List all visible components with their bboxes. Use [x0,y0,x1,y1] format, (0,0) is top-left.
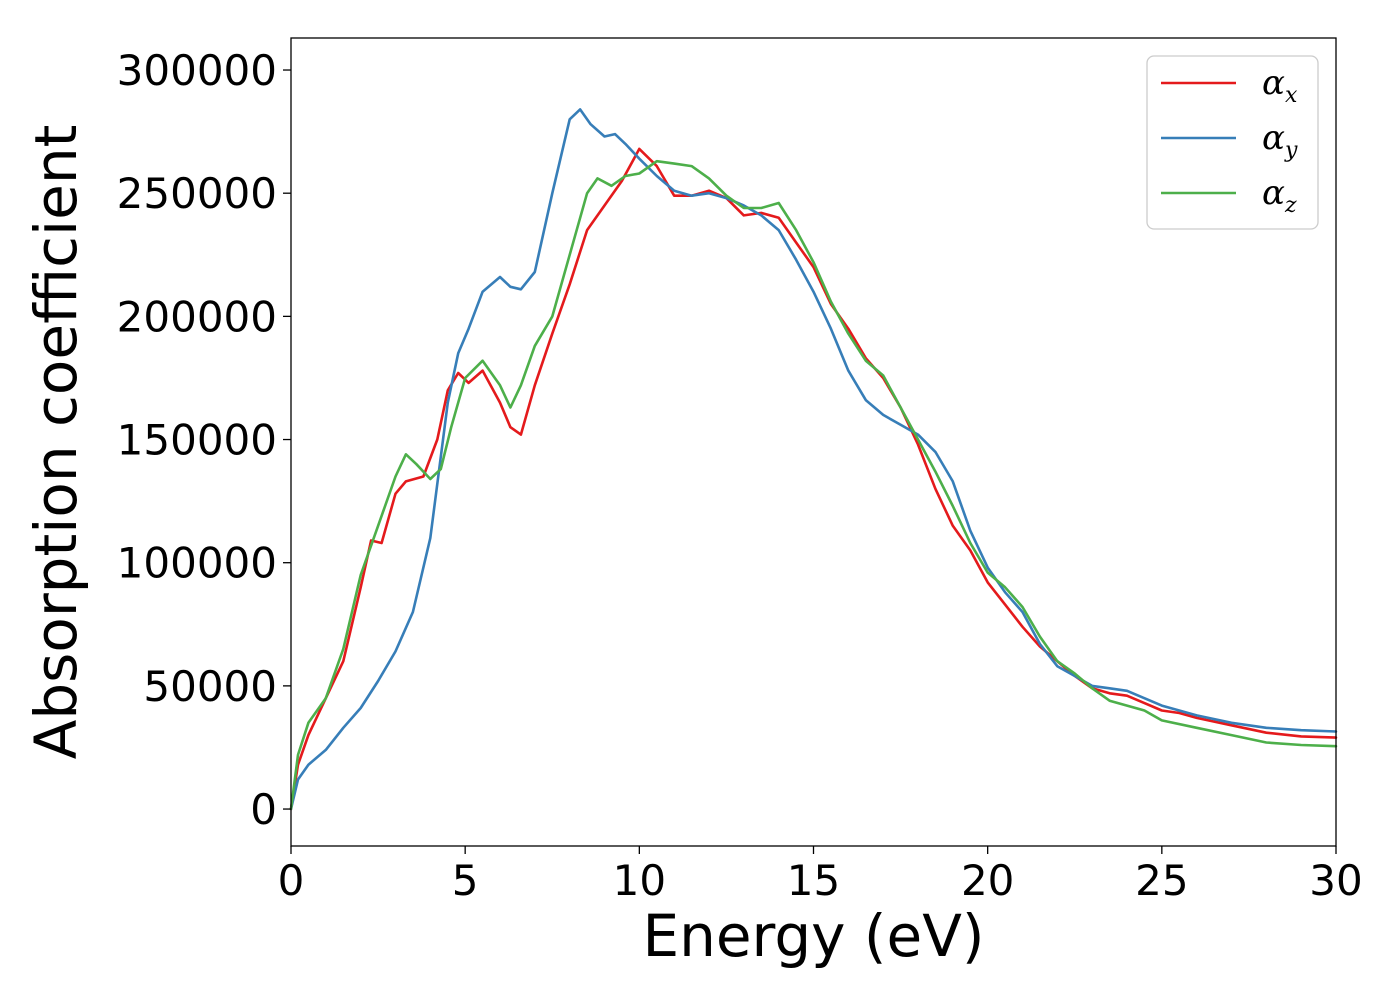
x-axis-title: Energy (eV) [642,902,984,970]
y-tick-label: 50000 [143,662,277,711]
y-tick-label: 300000 [117,46,277,95]
x-tick-label: 20 [961,856,1014,905]
series-layer [289,108,1338,811]
legend-box [1146,55,1319,230]
legend-label-z: αz [1262,173,1297,218]
series-line-z [289,159,1338,811]
x-tick-label: 0 [278,856,305,905]
x-tick-label: 30 [1309,856,1362,905]
y-axis-title: Absorption coefficient [22,125,90,760]
x-tick-label: 25 [1135,856,1188,905]
y-tick-label: 250000 [117,169,277,218]
legend-label-y: αy [1262,118,1298,163]
y-tick-label: 200000 [117,292,277,341]
tick-layer: 0 5 10 15 20 25 30 0 50000 100000 150000 200000 2500… [117,46,1363,905]
legend-label-x: αx [1262,63,1298,108]
x-tick-label: 10 [613,856,666,905]
x-tick-label: 5 [452,856,479,905]
legend: αx αy αz [1146,55,1319,230]
y-tick-label: 100000 [117,539,277,588]
y-tick-label: 0 [250,785,277,834]
x-tick-label: 15 [787,856,840,905]
y-tick-label: 150000 [117,416,277,465]
series-line-y [289,108,1338,811]
